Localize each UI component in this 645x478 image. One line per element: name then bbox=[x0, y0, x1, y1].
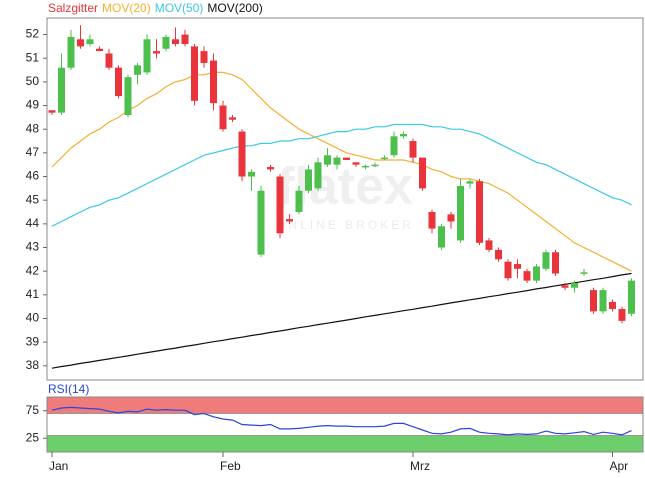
legend-entry: MOV(20) bbox=[102, 1, 151, 15]
candle-body bbox=[590, 290, 597, 312]
legend-entry: MOV(50) bbox=[155, 1, 204, 15]
price-plot-frame bbox=[46, 17, 644, 381]
candle-body bbox=[485, 240, 493, 250]
y-tick-label: 75 bbox=[26, 403, 40, 417]
candle-body bbox=[609, 301, 616, 310]
candle-body bbox=[400, 133, 407, 137]
y-tick-label: 40 bbox=[26, 311, 40, 325]
candle-body bbox=[67, 36, 75, 68]
x-tick-label: Feb bbox=[220, 459, 241, 473]
y-tick-label: 38 bbox=[26, 358, 40, 372]
candle-body bbox=[457, 185, 464, 241]
y-tick-label: 45 bbox=[26, 192, 40, 206]
candle-body bbox=[333, 157, 341, 165]
candle-body bbox=[153, 51, 160, 54]
candle-body bbox=[96, 48, 103, 52]
candle-body bbox=[210, 60, 217, 104]
candle-body bbox=[580, 272, 588, 274]
x-tick-label: Mrz bbox=[410, 459, 430, 473]
y-tick-label: 50 bbox=[26, 74, 40, 88]
candle-body bbox=[390, 136, 398, 156]
candle-body bbox=[77, 39, 84, 47]
candle-body bbox=[381, 157, 388, 160]
candle-body bbox=[571, 282, 578, 288]
y-tick-label: 48 bbox=[26, 121, 40, 135]
x-tick-label: Apr bbox=[610, 459, 629, 473]
rsi-band bbox=[46, 396, 644, 414]
y-tick-label: 42 bbox=[26, 263, 40, 277]
candle-body bbox=[134, 65, 141, 75]
candle-body bbox=[86, 39, 94, 45]
x-tick-label: Jan bbox=[49, 459, 68, 473]
candle-body bbox=[257, 190, 265, 255]
candle-body bbox=[523, 271, 531, 281]
candle-body bbox=[267, 167, 274, 170]
candle-body bbox=[409, 141, 417, 158]
candle-body bbox=[371, 164, 379, 167]
candle-body bbox=[466, 181, 474, 184]
candle-body bbox=[561, 285, 569, 288]
candle-body bbox=[428, 212, 436, 229]
legend-entry: Salzgitter bbox=[48, 1, 98, 15]
y-tick-label: 46 bbox=[26, 169, 40, 183]
candle-body bbox=[143, 39, 151, 73]
candle-body bbox=[229, 117, 236, 120]
moving-average-line bbox=[51, 71, 632, 272]
y-tick-label: 47 bbox=[26, 145, 40, 159]
y-tick-label: 52 bbox=[26, 27, 40, 41]
candle-body bbox=[172, 39, 179, 45]
candle-body bbox=[58, 67, 65, 113]
candle-body bbox=[48, 110, 56, 113]
candle-body bbox=[238, 131, 246, 177]
y-tick-label: 51 bbox=[26, 50, 40, 64]
candle-body bbox=[124, 77, 132, 116]
watermark-tagline: ONLINE BROKER bbox=[276, 218, 414, 232]
rsi-line bbox=[51, 406, 632, 436]
candle-body bbox=[105, 53, 113, 68]
candle-body bbox=[248, 171, 255, 177]
candle-body bbox=[352, 162, 360, 165]
y-tick-label: 43 bbox=[26, 240, 40, 254]
candle-body bbox=[447, 214, 455, 222]
legend-entry: MOV(200) bbox=[207, 1, 262, 15]
candle-body bbox=[438, 226, 445, 248]
candle-body bbox=[162, 36, 170, 49]
y-tick-label: 44 bbox=[26, 216, 40, 230]
candle-body bbox=[276, 176, 284, 234]
candle-body bbox=[552, 252, 559, 274]
candle-body bbox=[542, 252, 550, 269]
y-tick-label: 39 bbox=[26, 334, 40, 348]
candle-body bbox=[514, 264, 521, 269]
candle-body bbox=[295, 190, 303, 213]
moving-average-line bbox=[51, 123, 632, 227]
rsi-title: RSI(14) bbox=[48, 382, 89, 396]
candle-body bbox=[419, 157, 426, 189]
candle-body bbox=[628, 280, 635, 314]
y-tick-label: 41 bbox=[26, 287, 40, 301]
rsi-plot-frame bbox=[46, 396, 644, 453]
candle-body bbox=[324, 155, 331, 165]
candle-body bbox=[495, 249, 502, 260]
candle-body bbox=[599, 290, 607, 312]
candle-body bbox=[219, 105, 227, 130]
y-tick-label: 25 bbox=[26, 430, 40, 444]
candle-body bbox=[200, 51, 208, 63]
candle-body bbox=[314, 162, 322, 189]
candle-body bbox=[533, 266, 540, 281]
candle-body bbox=[181, 34, 189, 45]
candle-body bbox=[191, 46, 198, 101]
y-tick-label: 49 bbox=[26, 98, 40, 112]
candle-body bbox=[504, 261, 512, 279]
moving-average-line bbox=[51, 272, 632, 369]
candle-body bbox=[343, 157, 350, 160]
rsi-band bbox=[46, 435, 644, 453]
candle-body bbox=[305, 169, 312, 191]
candle-body bbox=[286, 219, 293, 222]
candle-body bbox=[618, 309, 626, 321]
candle-body bbox=[362, 165, 369, 168]
candle-body bbox=[476, 181, 483, 243]
candle-body bbox=[115, 67, 122, 97]
